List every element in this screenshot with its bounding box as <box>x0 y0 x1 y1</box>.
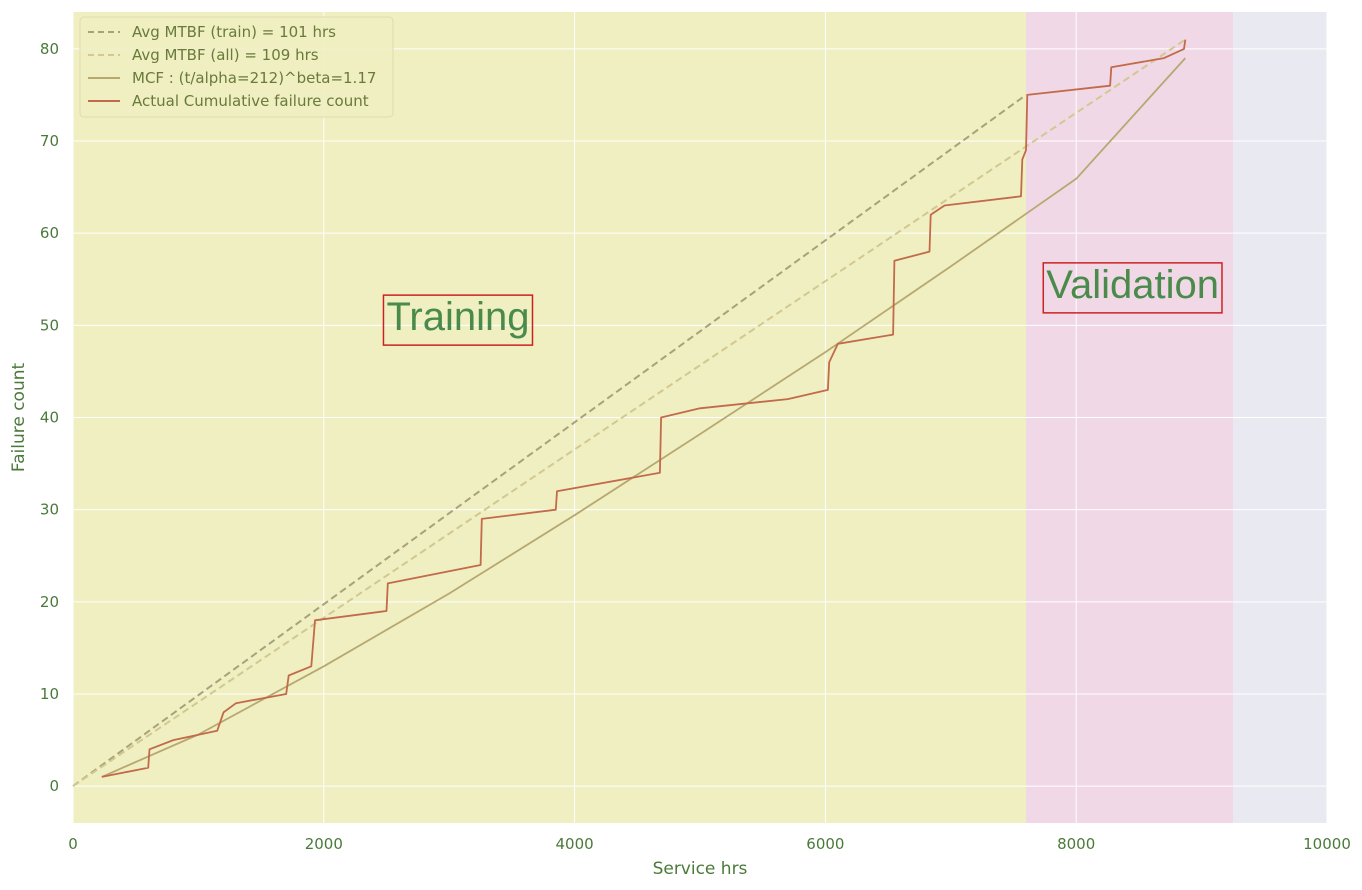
legend-entry: Actual Cumulative failure count <box>132 92 369 110</box>
y-tick-label: 70 <box>40 132 59 150</box>
series-line-2 <box>72 38 1186 787</box>
legend-box <box>79 16 394 118</box>
y-tick-label: 10 <box>40 685 59 703</box>
y-tick-label: 20 <box>40 593 59 611</box>
series-line-1 <box>72 94 1027 787</box>
series-line-3 <box>101 57 1186 778</box>
region-label-box <box>1042 262 1223 314</box>
legend-entry: Avg MTBF (train) = 101 hrs <box>132 23 336 41</box>
y-tick-label: 30 <box>40 501 59 519</box>
x-tick-label: 6000 <box>806 835 844 853</box>
legend-entry: MCF : (t/alpha=212)^beta=1.17 <box>132 69 376 87</box>
y-tick-label: 50 <box>40 316 59 334</box>
y-tick-label: 40 <box>40 409 59 427</box>
x-tick-label: 4000 <box>556 835 594 853</box>
region-label-validation: Validation <box>1042 262 1223 314</box>
x-tick-label: 8000 <box>1057 835 1095 853</box>
region-label-training: Training <box>382 294 534 346</box>
x-axis-label: Service hrs <box>653 859 748 879</box>
region-label-box <box>382 294 534 346</box>
region-label-text: Training <box>386 295 529 339</box>
x-tick-label: 10000 <box>1303 835 1351 853</box>
y-tick-label: 80 <box>40 40 59 58</box>
y-axis-label: Failure count <box>9 363 29 473</box>
y-tick-label: 0 <box>49 777 59 795</box>
y-tick-label: 60 <box>40 224 59 242</box>
x-tick-label: 2000 <box>305 835 343 853</box>
x-tick-label: 0 <box>68 835 78 853</box>
legend-entry: Avg MTBF (all) = 109 hrs <box>132 46 319 64</box>
region-label-text: Validation <box>1046 263 1219 307</box>
series-line-4 <box>101 39 1187 778</box>
